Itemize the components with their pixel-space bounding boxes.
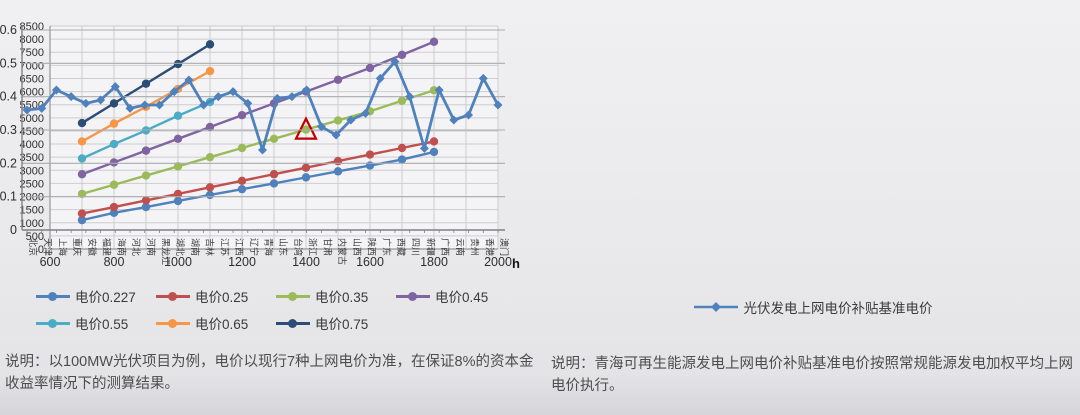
left-chart-note: 说明：以100MW光伏项目为例，电价以现行7种上网电价为准，在保证8%的资本金收…: [5, 354, 534, 392]
svg-text:上海: 上海: [57, 238, 68, 256]
legend-item: 电价0.25: [156, 286, 276, 306]
legend-item: 电价0.45: [396, 286, 516, 306]
svg-text:2000: 2000: [484, 255, 512, 269]
svg-text:600: 600: [40, 255, 61, 269]
legend-line-dot-icon: [156, 291, 190, 301]
svg-text:1200: 1200: [228, 255, 256, 269]
svg-text:江苏: 江苏: [219, 238, 230, 256]
svg-text:重庆: 重庆: [72, 238, 83, 256]
legend-line-dot-icon: [156, 318, 190, 328]
svg-text:3000: 3000: [20, 165, 44, 177]
legend-line-dot-icon: [396, 291, 430, 301]
svg-text:6000: 6000: [20, 87, 44, 99]
legend-line-diamond-icon: [693, 302, 738, 312]
svg-text:澳门: 澳门: [499, 238, 510, 256]
svg-text:台湾: 台湾: [293, 238, 304, 256]
svg-text:0.3: 0.3: [0, 123, 17, 137]
svg-text:河北: 河北: [131, 238, 142, 256]
svg-text:0: 0: [10, 223, 17, 237]
legend-line-dot-icon: [36, 291, 70, 301]
legend-item: 电价0.35: [276, 286, 396, 306]
legend-line-dot-icon: [276, 291, 310, 301]
svg-text:福建: 福建: [102, 238, 113, 256]
red-triangle-annotation: [294, 116, 318, 140]
svg-text:安徽: 安徽: [87, 238, 98, 256]
svg-text:5000: 5000: [20, 113, 44, 125]
svg-text:浙江: 浙江: [308, 238, 319, 256]
svg-text:内蒙古: 内蒙古: [337, 238, 348, 265]
svg-text:甘肃: 甘肃: [322, 238, 333, 256]
svg-text:1000: 1000: [20, 218, 44, 230]
svg-text:海南: 海南: [116, 238, 127, 256]
right-chart-legend: 光伏发电上网电价补贴基准电价: [545, 297, 1080, 317]
legend-item: 电价0.227: [36, 286, 156, 306]
legend-label: 电价0.65: [195, 317, 249, 332]
svg-text:黑龙江: 黑龙江: [160, 238, 171, 265]
svg-text:贵州: 贵州: [470, 238, 481, 256]
svg-text:0.5: 0.5: [0, 56, 17, 70]
legend-label: 电价0.75: [315, 317, 369, 332]
svg-text:吉林: 吉林: [205, 238, 216, 256]
svg-text:山西: 山西: [352, 238, 362, 256]
svg-text:0.1: 0.1: [0, 190, 17, 204]
legend-item: 电价0.75: [276, 313, 396, 333]
svg-text:西藏: 西藏: [396, 238, 407, 256]
legend-label: 电价0.45: [435, 290, 489, 305]
legend-label: 电价0.55: [75, 317, 129, 332]
svg-text:4500: 4500: [20, 126, 44, 138]
svg-text:湖北: 湖北: [175, 238, 185, 256]
svg-text:0.2: 0.2: [0, 156, 17, 170]
legend-line-dot-icon: [36, 318, 70, 328]
svg-text:6500: 6500: [20, 73, 44, 85]
svg-text:广东: 广东: [381, 238, 392, 256]
svg-text:香港: 香港: [484, 238, 495, 256]
svg-text:2000: 2000: [20, 192, 44, 204]
svg-text:北京: 北京: [28, 238, 39, 256]
svg-text:800: 800: [104, 255, 125, 269]
svg-text:新疆: 新疆: [425, 238, 436, 256]
svg-text:500: 500: [26, 231, 44, 243]
right-chart-note: 说明：青海可再生能源发电上网电价补贴基准电价按照常规能源发电加权平均上网电价执行…: [551, 356, 1073, 394]
svg-text:3500: 3500: [20, 152, 44, 164]
svg-text:四川: 四川: [411, 238, 421, 256]
legend-item: 电价0.55: [36, 313, 156, 333]
svg-text:江西: 江西: [234, 238, 244, 256]
svg-text:1500: 1500: [20, 205, 44, 217]
legend-line-dot-icon: [276, 318, 310, 328]
svg-text:0.6: 0.6: [0, 23, 17, 37]
svg-text:山东: 山东: [278, 238, 289, 256]
svg-text:天津: 天津: [43, 238, 53, 256]
svg-text:1400: 1400: [292, 255, 320, 269]
legend-label: 电价0.25: [195, 290, 249, 305]
province-benchmark-price-line-chart: 0 0.1 0.2 0.3 0.4 0.5 0.6 北京 天津 上海 重庆 安徽 福建 海南 河北 河南 黑龙江…: [0, 23, 510, 265]
svg-text:1000: 1000: [164, 255, 192, 269]
svg-text:广西: 广西: [440, 238, 451, 256]
svg-text:4000: 4000: [20, 139, 44, 151]
right-legend-label: 光伏发电上网电价补贴基准电价: [743, 301, 933, 316]
svg-text:青海: 青海: [264, 238, 275, 256]
svg-text:1600: 1600: [356, 255, 384, 269]
svg-text:2500: 2500: [20, 178, 44, 190]
legend-item: 电价0.65: [156, 313, 276, 333]
svg-text:辽宁: 辽宁: [249, 238, 260, 256]
svg-text:1800: 1800: [420, 255, 448, 269]
svg-text:h: h: [512, 256, 520, 271]
svg-text:7500: 7500: [20, 47, 44, 59]
svg-text:云南: 云南: [455, 238, 466, 256]
svg-text:0.4: 0.4: [0, 90, 17, 104]
svg-text:陕西: 陕西: [367, 238, 378, 256]
svg-text:8000: 8000: [20, 34, 44, 46]
svg-text:0: 0: [38, 244, 44, 256]
svg-text:湖南: 湖南: [190, 238, 201, 256]
legend-label: 电价0.227: [75, 290, 136, 305]
legend-label: 电价0.35: [315, 290, 369, 305]
left-chart-legend: 电价0.227 电价0.25 电价0.35 电价0.45 电价0.55 电价0.65 电价0…: [36, 286, 522, 333]
svg-text:河南: 河南: [146, 238, 157, 256]
